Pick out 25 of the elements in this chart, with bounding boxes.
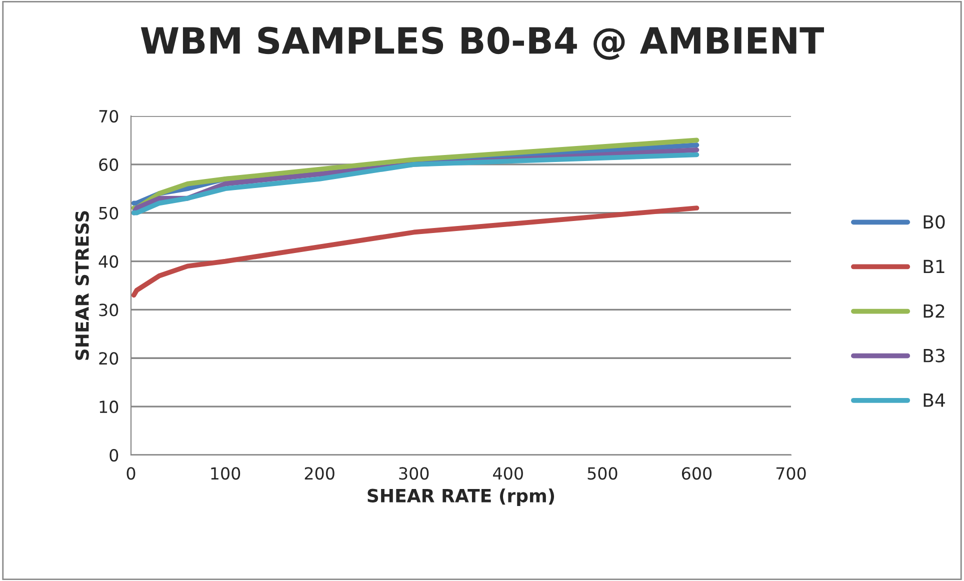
- legend-label: B1: [924, 260, 944, 274]
- y-tick-label: 0: [110, 448, 118, 462]
- x-tick-label: 600: [682, 467, 712, 480]
- y-tick-label: 30: [99, 304, 118, 316]
- legend-label: B0: [924, 215, 945, 229]
- y-tick-label: 50: [99, 206, 118, 220]
- x-tick-label: 0: [126, 467, 136, 480]
- legend-label: B3: [924, 348, 944, 362]
- y-tick-label: 10: [100, 400, 118, 414]
- y-axis-title: SHEAR STRESS: [75, 211, 89, 360]
- line-series: [131, 206, 700, 298]
- x-axis-title: SHEAR RATE (rpm): [368, 488, 554, 506]
- y-tick-label: 40: [98, 255, 118, 268]
- y-tick-label: 60: [99, 158, 118, 171]
- x-tick-label: 200: [304, 467, 334, 480]
- chart-title: WBM SAMPLES B0-B4 @ AMBIENT: [140, 26, 824, 60]
- legend-label: B2: [924, 304, 944, 318]
- x-tick-label: 500: [588, 467, 618, 480]
- x-tick-label: 400: [493, 467, 523, 480]
- x-tick-label: 700: [776, 467, 806, 480]
- legend-label: B4: [924, 394, 945, 407]
- x-tick-label: 100: [211, 467, 240, 480]
- y-tick-label: 70: [99, 110, 118, 123]
- y-tick-label: 20: [99, 352, 118, 365]
- x-tick-label: 300: [399, 467, 429, 480]
